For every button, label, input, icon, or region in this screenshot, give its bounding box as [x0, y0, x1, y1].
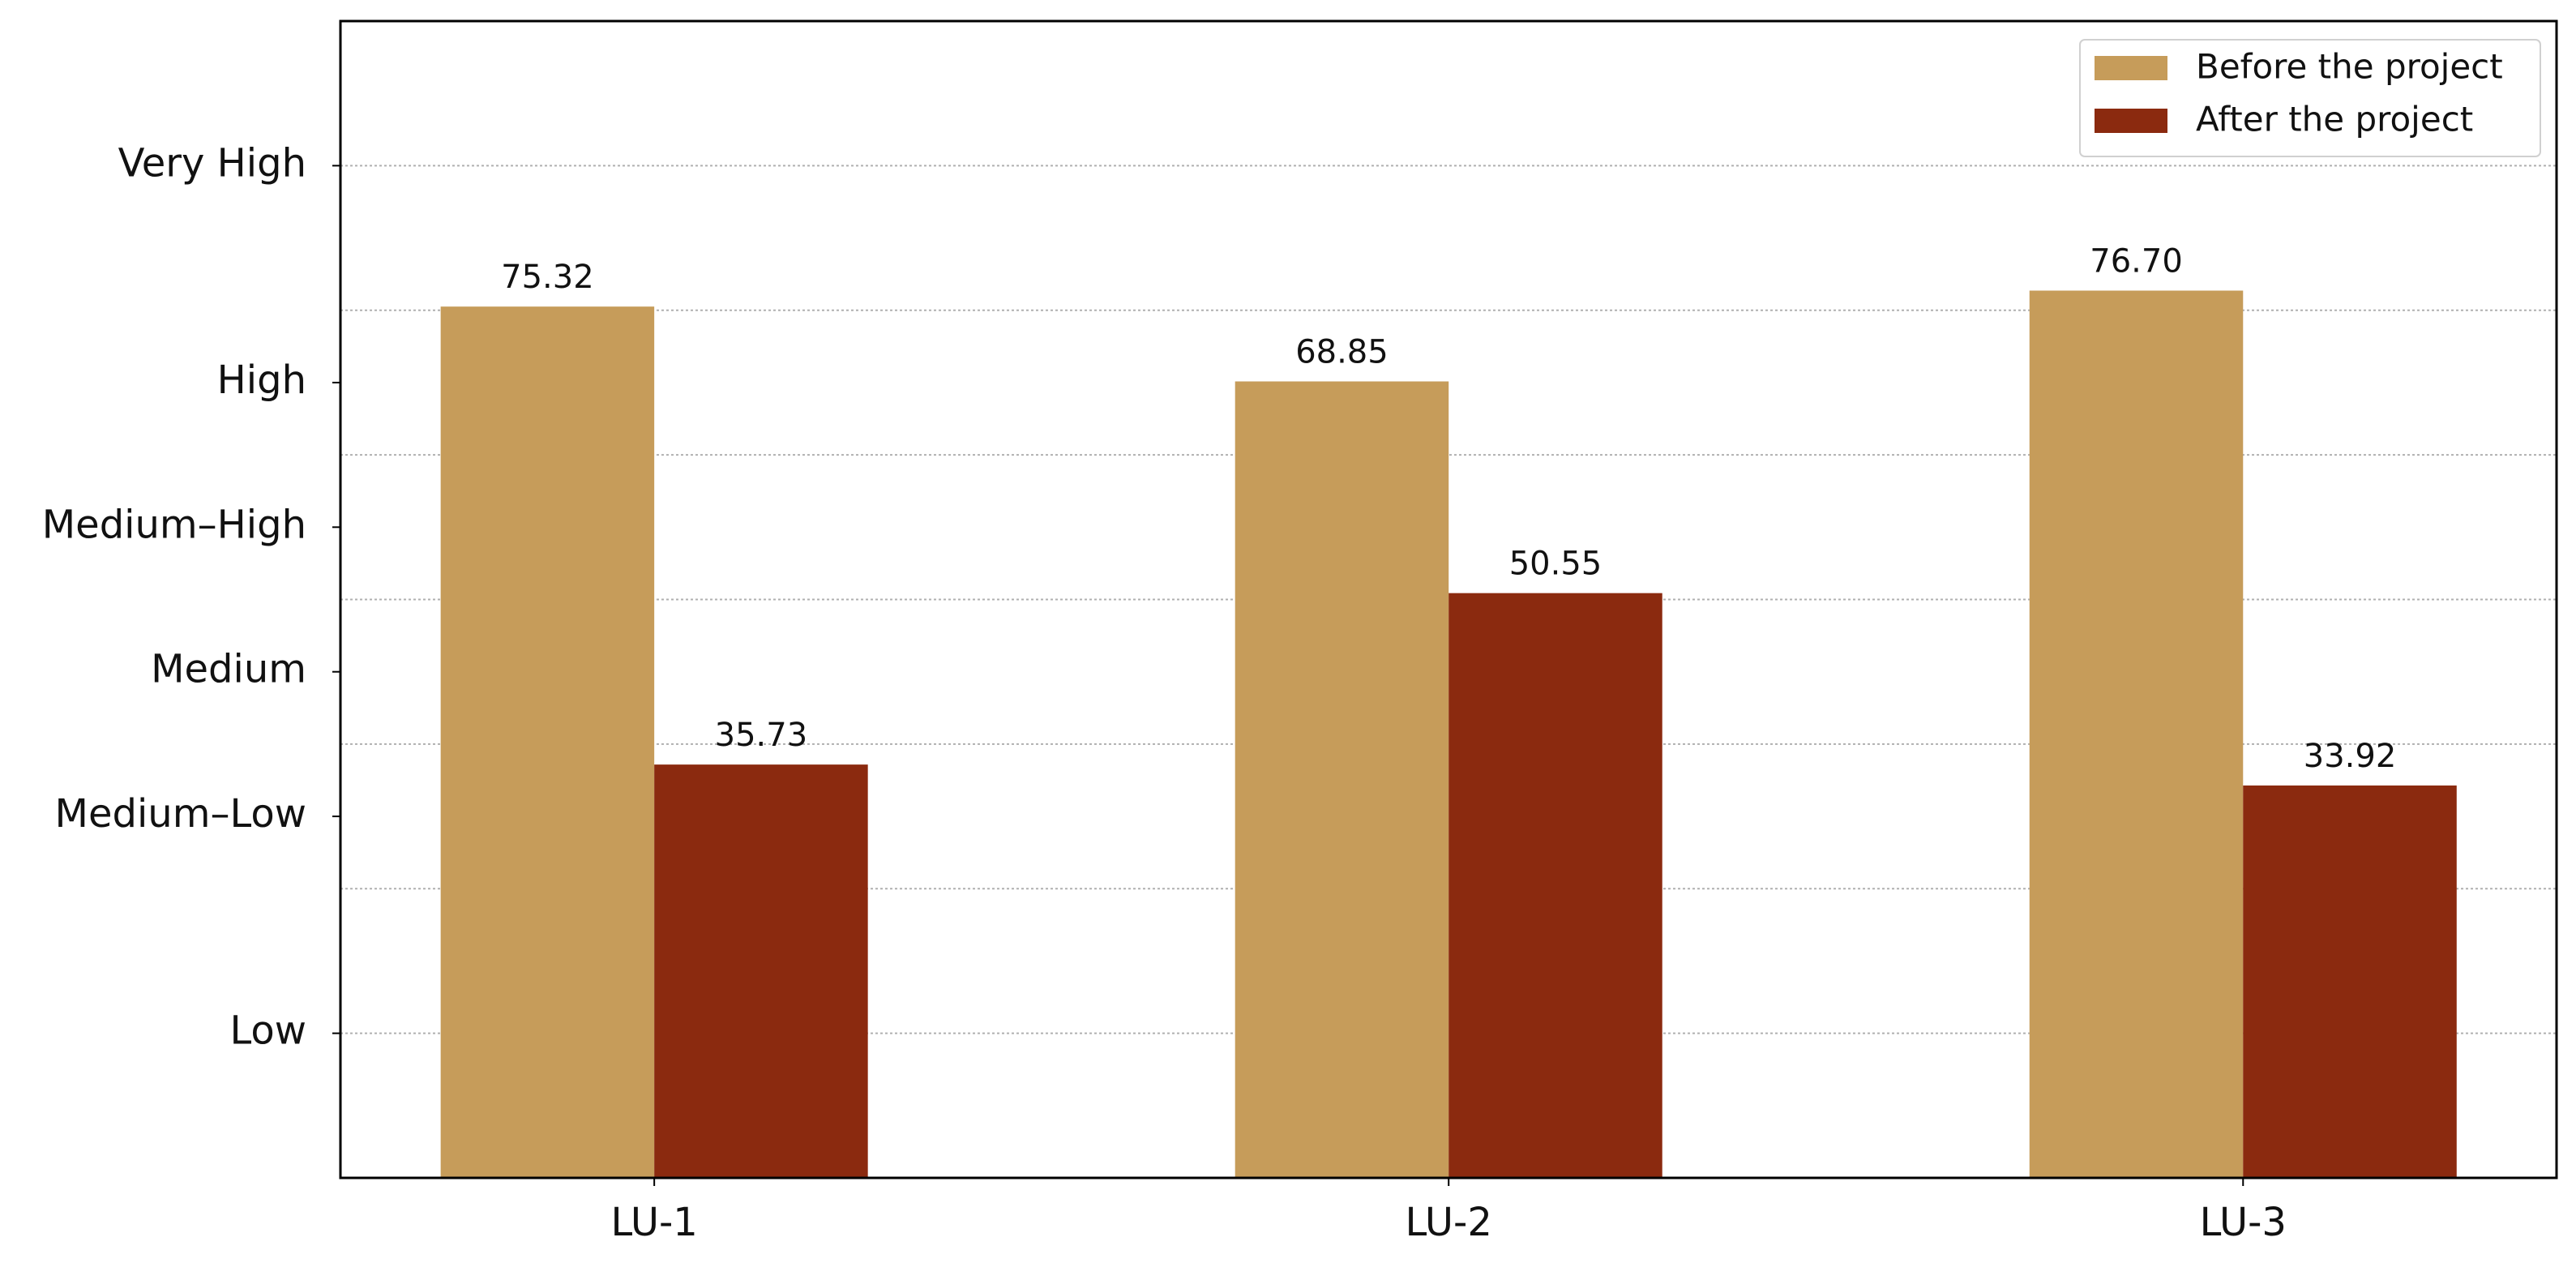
bar: [1448, 593, 1662, 1178]
y-tick-label: Medium–Low: [55, 791, 306, 837]
y-tick-label: High: [217, 357, 306, 403]
bar: [654, 764, 868, 1178]
legend-swatch: [2095, 109, 2167, 133]
x-tick-label: LU-2: [1406, 1200, 1492, 1245]
value-label: 35.73: [715, 717, 808, 754]
bar: [1235, 381, 1449, 1178]
value-label: 75.32: [501, 259, 594, 296]
bar: [440, 306, 655, 1178]
legend-swatch: [2095, 56, 2167, 80]
bar: [2029, 290, 2244, 1179]
y-tick-label: Low: [229, 1008, 306, 1054]
value-label: 33.92: [2304, 738, 2397, 775]
y-tick-label: Very High: [118, 140, 306, 186]
y-tick-label: Medium: [151, 647, 306, 692]
value-label: 68.85: [1295, 334, 1389, 371]
plot-frame: [339, 19, 2558, 1180]
bar: [2243, 785, 2457, 1178]
y-tick-label: Medium–High: [42, 502, 306, 547]
x-tick-label: LU-1: [610, 1200, 697, 1245]
value-label: 76.70: [2090, 242, 2183, 280]
x-tick-label: LU-3: [2200, 1200, 2287, 1245]
legend-box: [2079, 39, 2541, 157]
value-label: 50.55: [1509, 546, 1603, 583]
legend-label: Before the project: [2196, 47, 2503, 87]
legend-label: After the project: [2196, 100, 2473, 139]
